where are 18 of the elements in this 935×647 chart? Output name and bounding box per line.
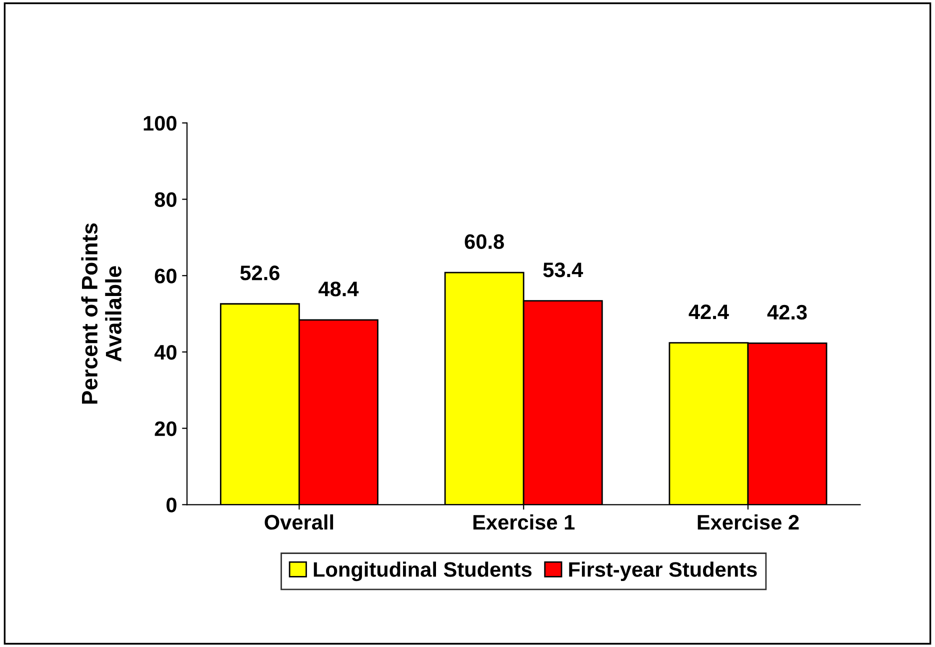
y-tick-label: 40 xyxy=(154,344,176,360)
legend-label: First-year Students xyxy=(569,562,757,582)
x-tick-label: Exercise 2 xyxy=(698,514,799,530)
data-label: 53.4 xyxy=(543,262,584,278)
y-tick-label: 60 xyxy=(154,268,176,284)
x-tick-label: Exercise 1 xyxy=(473,514,575,530)
data-label: 42.4 xyxy=(688,304,729,320)
data-label: 60.8 xyxy=(464,234,504,250)
data-label: 48.4 xyxy=(318,282,359,296)
data-label: 52.6 xyxy=(240,266,280,280)
y-tick-label: 0 xyxy=(166,498,176,512)
y-tick-label: 20 xyxy=(154,421,176,436)
y-tick-label: 80 xyxy=(154,192,176,208)
y-axis-title: Percent of Points Available xyxy=(81,223,122,404)
legend-label: Longitudinal Students xyxy=(314,562,532,582)
y-tick-label: 100 xyxy=(144,116,176,131)
x-tick-label: Overall xyxy=(264,514,334,530)
data-label: 42.3 xyxy=(767,304,807,320)
